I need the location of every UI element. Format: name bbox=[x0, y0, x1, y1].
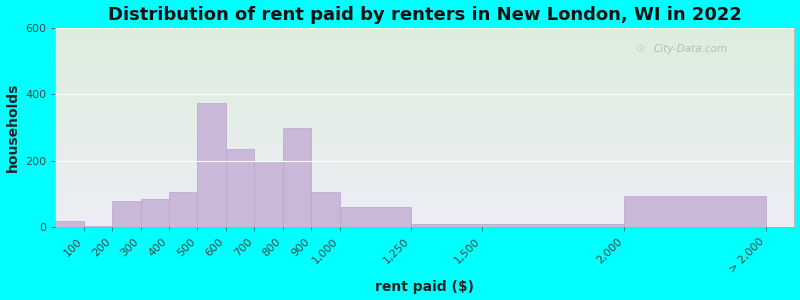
X-axis label: rent paid ($): rent paid ($) bbox=[375, 280, 474, 294]
Bar bbox=[198, 103, 226, 227]
Bar bbox=[112, 201, 141, 227]
Title: Distribution of rent paid by renters in New London, WI in 2022: Distribution of rent paid by renters in … bbox=[108, 6, 742, 24]
Bar bbox=[410, 224, 482, 227]
Bar bbox=[311, 193, 339, 227]
Text: City-Data.com: City-Data.com bbox=[654, 44, 728, 54]
Bar bbox=[169, 193, 198, 227]
Bar bbox=[226, 149, 254, 227]
Text: ⊙: ⊙ bbox=[635, 44, 645, 54]
Bar bbox=[282, 128, 311, 227]
Bar bbox=[254, 161, 282, 227]
Y-axis label: households: households bbox=[6, 83, 19, 172]
Bar bbox=[55, 221, 84, 227]
Bar bbox=[84, 226, 112, 227]
Bar bbox=[141, 199, 169, 227]
Bar bbox=[624, 196, 766, 227]
Bar bbox=[339, 208, 410, 227]
Bar bbox=[482, 224, 624, 227]
